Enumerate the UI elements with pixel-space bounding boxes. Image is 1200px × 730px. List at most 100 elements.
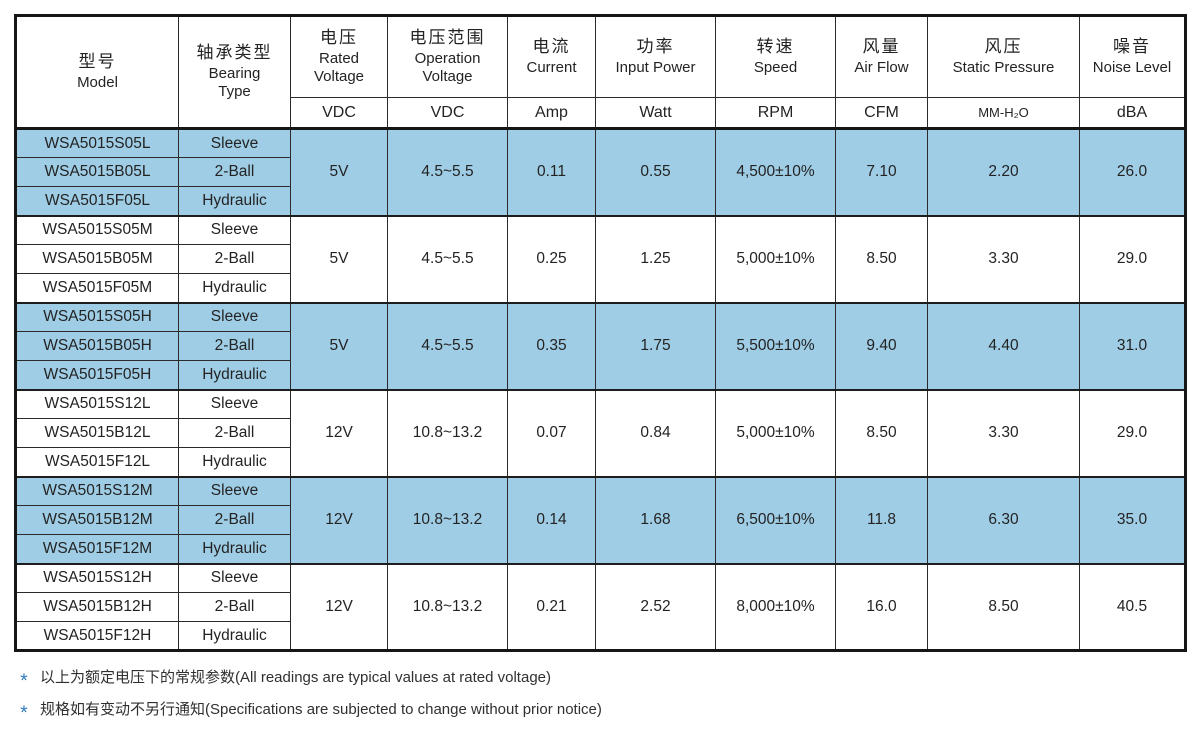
rated-voltage-cell: 12V xyxy=(290,562,388,651)
rated-voltage-cell: 12V xyxy=(290,388,388,477)
table-row: WSA5015B05H 2-Ball xyxy=(15,331,1186,361)
air-flow-cell: 9.40 xyxy=(835,301,928,390)
model-cell: WSA5015F12H xyxy=(15,621,179,651)
unit-header-current: Amp xyxy=(507,97,596,130)
model-cell: WSA5015F05L xyxy=(15,186,179,216)
table-row: WSA5015S12L Sleeve 12V 10.8~13.2 0.07 0.84 5,0… xyxy=(15,388,1186,477)
fan-spec-table: 型号 Model 轴承类型 Bearing Type 电压 Rated Volt… xyxy=(14,14,1187,652)
unit-header-static-pressure: MM-H₂O xyxy=(927,97,1080,130)
noise-cell: 40.5 xyxy=(1079,562,1186,651)
bearing-type-cell: 2-Ball xyxy=(178,592,291,622)
bearing-type-cell: Hydraulic xyxy=(178,447,291,477)
column-header-noise-level: 噪音 Noise Level xyxy=(1079,15,1186,98)
operation-voltage-cell: 10.8~13.2 xyxy=(387,562,508,651)
model-cell: WSA5015B12M xyxy=(15,505,179,535)
static-pressure-cell: 6.30 xyxy=(927,475,1080,564)
column-header-bearing-type-en: Bearing Type xyxy=(208,64,261,101)
table-row: WSA5015B12L 2-Ball xyxy=(15,418,1186,448)
column-header-operation-voltage: 电压范围 Operation Voltage xyxy=(387,15,508,98)
column-header-rated-voltage: 电压 Rated Voltage xyxy=(290,15,388,98)
asterisk-marker-icon: * xyxy=(20,703,28,724)
table-row: WSA5015F12L Hydraulic xyxy=(15,447,1186,477)
noise-cell: 29.0 xyxy=(1079,214,1186,303)
bearing-type-cell: Sleeve xyxy=(178,214,291,245)
rated-voltage-cell: 12V xyxy=(290,475,388,564)
table-row: WSA5015S05L Sleeve 5V 4.5~5.5 0.11 0.55 4,500±… xyxy=(15,127,1186,216)
input-power-cell: 2.52 xyxy=(595,562,716,651)
input-power-cell: 1.25 xyxy=(595,214,716,303)
bearing-type-cell: 2-Ball xyxy=(178,331,291,361)
bearing-type-cell: Hydraulic xyxy=(178,534,291,564)
model-cell: WSA5015B05H xyxy=(15,331,179,361)
bearing-type-cell: 2-Ball xyxy=(178,244,291,274)
footnote-text: 以上为额定电压下的常规参数(All readings are typical v… xyxy=(40,669,551,686)
current-cell: 0.14 xyxy=(507,475,596,564)
column-header-speed-en: Speed xyxy=(753,59,798,77)
footnote-line: * 规格如有变动不另行通知(Specifications are subject… xyxy=(17,697,1200,724)
column-header-model: 型号 Model xyxy=(15,15,179,130)
noise-cell: 31.0 xyxy=(1079,301,1186,390)
current-cell: 0.11 xyxy=(507,127,596,216)
air-flow-cell: 8.50 xyxy=(835,388,928,477)
model-cell: WSA5015S05L xyxy=(15,127,179,158)
column-header-rated-voltage-zh: 电压 xyxy=(320,27,358,47)
column-header-speed: 转速 Speed xyxy=(715,15,836,98)
operation-voltage-cell: 4.5~5.5 xyxy=(387,301,508,390)
bearing-type-cell: Hydraulic xyxy=(178,186,291,216)
model-cell: WSA5015S05H xyxy=(15,301,179,332)
column-header-noise-level-en: Noise Level xyxy=(1092,59,1172,77)
spec-table-header: 型号 Model 轴承类型 Bearing Type 电压 Rated Volt… xyxy=(15,15,1186,130)
column-header-static-pressure-zh: 风压 xyxy=(984,37,1023,57)
air-flow-cell: 8.50 xyxy=(835,214,928,303)
unit-header-rated-voltage: VDC xyxy=(290,97,388,130)
asterisk-marker-icon: * xyxy=(20,671,28,692)
static-pressure-cell: 3.30 xyxy=(927,388,1080,477)
noise-cell: 35.0 xyxy=(1079,475,1186,564)
static-pressure-cell: 2.20 xyxy=(927,127,1080,216)
current-cell: 0.35 xyxy=(507,301,596,390)
air-flow-cell: 7.10 xyxy=(835,127,928,216)
column-header-rated-voltage-en: Rated Voltage xyxy=(313,49,365,86)
table-row: WSA5015F12M Hydraulic xyxy=(15,534,1186,564)
column-header-operation-voltage-en: Operation Voltage xyxy=(414,49,481,86)
current-cell: 0.25 xyxy=(507,214,596,303)
speed-cell: 5,000±10% xyxy=(715,214,836,303)
column-header-bearing-type-zh: 轴承类型 xyxy=(196,42,273,62)
model-cell: WSA5015F05H xyxy=(15,360,179,390)
spec-table-body: WSA5015S05L Sleeve 5V 4.5~5.5 0.11 0.55 4,500±… xyxy=(15,127,1186,651)
column-header-input-power-en: Input Power xyxy=(615,59,696,77)
input-power-cell: 1.75 xyxy=(595,301,716,390)
table-row: WSA5015F05M Hydraulic xyxy=(15,273,1186,303)
bearing-type-cell: Sleeve xyxy=(178,388,291,419)
operation-voltage-cell: 4.5~5.5 xyxy=(387,127,508,216)
model-cell: WSA5015S05M xyxy=(15,214,179,245)
bearing-type-cell: Sleeve xyxy=(178,562,291,593)
column-header-bearing-type: 轴承类型 Bearing Type xyxy=(178,15,291,130)
table-row: WSA5015B12H 2-Ball xyxy=(15,592,1186,622)
column-header-current-en: Current xyxy=(526,59,577,77)
static-pressure-cell: 4.40 xyxy=(927,301,1080,390)
model-cell: WSA5015F05M xyxy=(15,273,179,303)
model-cell: WSA5015F12L xyxy=(15,447,179,477)
current-cell: 0.07 xyxy=(507,388,596,477)
footnote-line: * 以上为额定电压下的常规参数(All readings are typical… xyxy=(17,665,1200,692)
noise-cell: 29.0 xyxy=(1079,388,1186,477)
column-header-noise-level-zh: 噪音 xyxy=(1113,37,1151,57)
footnote-text: 规格如有变动不另行通知(Specifications are subjected… xyxy=(40,701,602,718)
rated-voltage-cell: 5V xyxy=(290,214,388,303)
model-cell: WSA5015F12M xyxy=(15,534,179,564)
footnotes: * 以上为额定电压下的常规参数(All readings are typical… xyxy=(14,665,1200,724)
unit-header-input-power: Watt xyxy=(595,97,716,130)
unit-header-air-flow: CFM xyxy=(835,97,928,130)
speed-cell: 5,000±10% xyxy=(715,388,836,477)
speed-cell: 6,500±10% xyxy=(715,475,836,564)
column-header-input-power-zh: 功率 xyxy=(636,37,675,57)
air-flow-cell: 11.8 xyxy=(835,475,928,564)
column-header-model-en: Model xyxy=(77,74,118,92)
unit-header-noise-level: dBA xyxy=(1079,97,1186,130)
bearing-type-cell: 2-Ball xyxy=(178,505,291,535)
static-pressure-cell: 3.30 xyxy=(927,214,1080,303)
bearing-type-cell: 2-Ball xyxy=(178,418,291,448)
table-row: WSA5015F05H Hydraulic xyxy=(15,360,1186,390)
model-cell: WSA5015B05L xyxy=(15,157,179,187)
